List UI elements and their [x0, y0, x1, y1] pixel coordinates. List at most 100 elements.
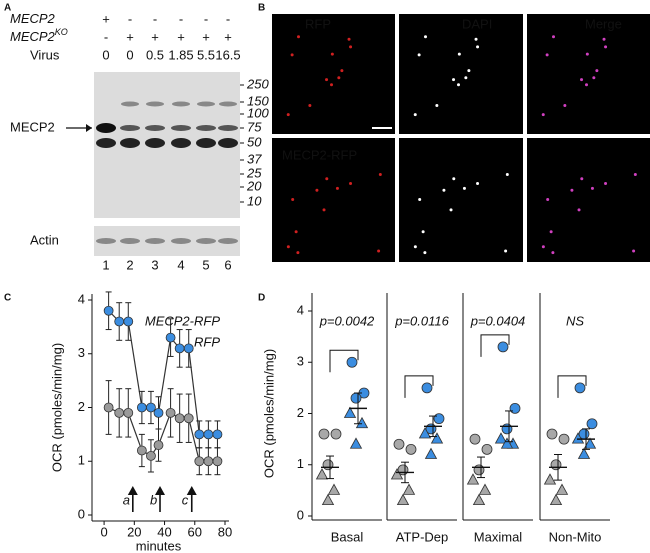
category-label: ATP-Dep [396, 529, 449, 544]
cell [349, 45, 353, 49]
cell [315, 188, 319, 192]
annotation: p=0.0116 [394, 313, 449, 328]
cell [417, 53, 421, 57]
point [430, 432, 444, 444]
cell [592, 76, 596, 80]
cell [577, 208, 581, 212]
point [583, 437, 597, 449]
cell [590, 186, 594, 190]
band [196, 125, 216, 131]
band [121, 101, 139, 107]
cell [322, 208, 326, 212]
y-tick-label: 2 [78, 399, 85, 414]
actin-label: Actin [30, 232, 59, 247]
significance-bracket [404, 375, 434, 398]
band [96, 138, 116, 148]
point [550, 459, 562, 471]
point [153, 440, 164, 451]
y-tick-label: 0 [78, 506, 85, 521]
y-axis-label: OCR (pmoles/min/mg) [49, 343, 64, 472]
point [103, 402, 114, 413]
cell [335, 186, 339, 190]
injection-arrowhead [155, 486, 166, 495]
cell [286, 113, 290, 117]
cell [330, 52, 334, 56]
point [543, 473, 557, 485]
legend-entry: MECP2-RFP [145, 313, 220, 328]
point [212, 429, 223, 440]
point [494, 432, 508, 444]
blot [94, 72, 240, 218]
genotype-value: + [126, 29, 134, 44]
cell [442, 188, 446, 192]
y-tick-label: 4 [297, 302, 304, 317]
cell [476, 45, 480, 49]
point [393, 438, 405, 450]
annotation: NS [566, 313, 584, 328]
column-label: DAPI [462, 16, 492, 31]
cell [504, 249, 508, 253]
genotype-value: + [151, 29, 159, 44]
cell [435, 103, 439, 107]
band [146, 101, 164, 107]
point [165, 407, 176, 418]
point [203, 456, 214, 467]
point [123, 407, 134, 418]
y-tick-label: 3 [297, 354, 304, 369]
point [327, 483, 341, 495]
band [196, 238, 216, 244]
panel-label: B [258, 3, 265, 14]
image-rfp [272, 14, 395, 134]
cell [580, 177, 584, 181]
cell [291, 198, 295, 202]
cell [452, 78, 456, 82]
point [497, 341, 509, 353]
point [349, 437, 363, 449]
band [120, 138, 140, 148]
point [509, 402, 521, 414]
point [549, 493, 563, 506]
y-tick-label: 4 [78, 291, 85, 306]
x-tick-label: 60 [188, 524, 202, 539]
panel-label: A [4, 3, 11, 14]
cell [602, 37, 606, 41]
x-axis-label: minutes [136, 538, 182, 553]
injection-label: c [182, 492, 189, 507]
point [574, 382, 586, 394]
point [402, 483, 416, 495]
cell [340, 69, 344, 73]
annotation: p=0.0404 [470, 313, 526, 328]
band [218, 238, 238, 244]
band [218, 138, 238, 148]
column-label: Merge [585, 16, 622, 31]
point [194, 456, 205, 467]
category-label: Maximal [474, 529, 523, 544]
genotype-name: MECP2 [10, 11, 56, 26]
point [315, 468, 329, 480]
point [421, 382, 433, 394]
genotype-superscript: KO [55, 27, 68, 37]
cell [604, 45, 608, 49]
y-tick-label: 1 [78, 453, 85, 468]
y-tick-label: 3 [78, 345, 85, 360]
mw-marker: 20 [246, 178, 262, 193]
cell [595, 69, 599, 73]
cell [308, 103, 312, 107]
x-tick-label: 20 [127, 524, 141, 539]
genotype-label: MECP2KO [10, 27, 68, 44]
virus-value: 16.5 [215, 47, 240, 62]
point [466, 473, 480, 485]
cell [378, 173, 382, 177]
point [136, 402, 147, 413]
cell [476, 182, 480, 186]
cell [552, 35, 556, 39]
band [197, 101, 215, 107]
point [501, 423, 513, 435]
cell [347, 37, 351, 41]
y-tick-label: 2 [297, 405, 304, 420]
cell [413, 113, 417, 117]
point [586, 418, 598, 430]
band [219, 101, 237, 107]
cell [424, 35, 428, 39]
